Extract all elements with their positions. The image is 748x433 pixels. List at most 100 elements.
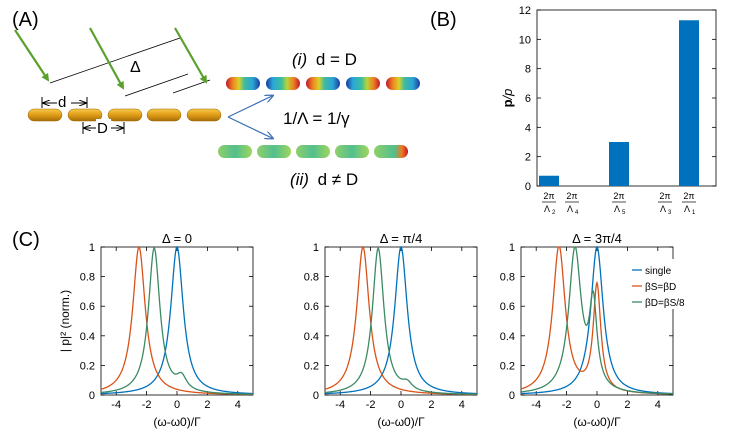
x-tick-denominator: Λ	[684, 204, 690, 214]
field-rod-case-ii	[257, 145, 291, 158]
panel-label-c: (C)	[12, 229, 40, 251]
gold-rod	[67, 108, 103, 122]
field-rod-case-i	[346, 77, 380, 90]
D-label: D	[97, 120, 108, 137]
series-line-βS=βD	[100, 245, 254, 395]
x-tick-label: 2π Λ 4	[565, 191, 579, 216]
x-tick-label: -4	[111, 399, 121, 411]
branch-arrow-down	[227, 116, 272, 138]
line-charts-c: 0 0.2 0.4 0.6 0.8 1 -4 -2 0 2 4 Δ = 0 (ω-ω0)/Γ 0 0.2 0.…	[58, 231, 685, 429]
y-axis-label: p/p	[500, 89, 515, 108]
y-axis-label-rest: /p	[500, 89, 515, 101]
field-rod-case-i	[226, 77, 260, 90]
delta-line-lower	[172, 79, 211, 94]
bar	[539, 175, 559, 186]
plot-title: Δ = 0	[162, 231, 192, 246]
x-tick-label: -4	[531, 399, 541, 411]
gold-rod	[27, 108, 63, 122]
y-tick-label: 0	[313, 390, 319, 402]
bar	[679, 20, 699, 187]
x-tick-label: 4	[235, 399, 241, 411]
case-ii-label: (ii) d ≠ D	[290, 170, 358, 189]
plot-title: Δ = 3π/4	[572, 231, 622, 246]
gold-rod	[146, 108, 182, 122]
plot-frame	[100, 246, 254, 396]
x-tick-numerator: 2π	[566, 191, 577, 201]
x-axis-label: (ω-ω0)/Γ	[153, 415, 201, 429]
series-line-βD=βS/8	[324, 246, 478, 395]
incident-arrow-2	[89, 27, 124, 90]
x-tick-label: 4	[655, 399, 661, 411]
x-tick-label: 2π Λ 3	[658, 191, 672, 216]
x-tick-subscript: 5	[622, 210, 626, 216]
delta-line-upper	[124, 73, 189, 97]
y-axis-label-bold: p	[500, 99, 515, 107]
y-tick-label: 0.6	[80, 301, 95, 313]
y-tick-label: 4	[525, 122, 531, 134]
x-tick-label: 0	[174, 399, 180, 411]
x-tick-label: 0	[594, 399, 600, 411]
delta-label: Δ	[130, 59, 141, 76]
field-rod-case-i	[306, 77, 340, 90]
legend-box	[630, 259, 676, 309]
incident-arrow-1	[14, 29, 50, 82]
x-tick-subscript: 1	[692, 210, 696, 216]
y-tick-label: 1	[89, 242, 95, 254]
field-rod-case-ii	[335, 145, 369, 158]
y-tick-label: 0.2	[80, 360, 95, 372]
y-tick-label: 0.4	[304, 331, 319, 343]
field-rod-case-ii	[218, 145, 252, 158]
series-line-single	[324, 245, 478, 395]
x-tick-subscript: 2	[552, 210, 556, 216]
y-tick-label: 0.4	[500, 331, 515, 343]
y-tick-label: 6	[525, 93, 531, 105]
field-rod-case-ii	[374, 145, 408, 158]
y-tick-label: 0	[89, 390, 95, 402]
plot-frame	[324, 246, 478, 396]
x-tick-label: 2	[624, 399, 630, 411]
legend-entry: βS=βD	[645, 282, 676, 293]
x-tick-numerator: 2π	[683, 191, 694, 201]
x-tick-numerator: 2π	[613, 191, 624, 201]
y-tick-label: 0.2	[500, 360, 515, 372]
series-line-βD=βS/8	[100, 246, 254, 395]
x-tick-numerator: 2π	[659, 191, 670, 201]
x-tick-numerator: 2π	[543, 191, 554, 201]
y-tick-label: 0.8	[500, 272, 515, 284]
y-tick-label: 12	[519, 5, 531, 17]
y-tick-label: 1	[313, 242, 319, 254]
gold-rod	[186, 108, 222, 122]
x-tick-label: 0	[398, 399, 404, 411]
x-tick-label: 2	[204, 399, 210, 411]
x-tick-label: 2π Λ 1	[682, 191, 696, 216]
x-tick-denominator: Λ	[614, 204, 620, 214]
legend: single βS=βD βD=βS/8	[630, 259, 685, 309]
y-tick-label: 0	[525, 181, 531, 193]
series-line-βS=βD	[324, 245, 478, 395]
x-tick-label: 2π Λ 2	[542, 191, 556, 216]
field-rod-case-i	[266, 77, 300, 90]
legend-entry: single	[645, 266, 672, 277]
line-plot-1: 0 0.2 0.4 0.6 0.8 1 -4 -2 0 2 4 Δ = 0 (ω-ω0)/Γ	[80, 231, 254, 429]
incident-arrow-3	[174, 27, 207, 84]
bar	[609, 142, 629, 186]
coupling-relation: 1/Λ = 1/γ	[283, 109, 350, 128]
x-tick-denominator: Λ	[660, 204, 666, 214]
x-tick-label: -2	[142, 399, 152, 411]
y-tick-label: 0.6	[304, 301, 319, 313]
line-plot-3: 0 0.2 0.4 0.6 0.8 1 -4 -2 0 2 4 Δ = 3π/4 (ω-ω0)/Γ	[500, 231, 674, 429]
y-tick-label: 0.8	[80, 272, 95, 284]
y-tick-label: 0.4	[80, 331, 95, 343]
y-axis-label: | p|² (norm.)	[58, 290, 72, 352]
series-line-single	[520, 245, 674, 395]
x-tick-subscript: 4	[575, 210, 579, 216]
line-plot-2: 0 0.2 0.4 0.6 0.8 1 -4 -2 0 2 4 Δ = π/4 (ω-ω0)/Γ	[304, 231, 478, 429]
field-rod-case-i	[386, 77, 420, 90]
x-tick-label: 2π Λ 5	[612, 191, 626, 216]
x-tick-label: 4	[459, 399, 465, 411]
y-tick-label: 8	[525, 64, 531, 76]
y-tick-label: 0.6	[500, 301, 515, 313]
x-tick-denominator: Λ	[567, 204, 573, 214]
